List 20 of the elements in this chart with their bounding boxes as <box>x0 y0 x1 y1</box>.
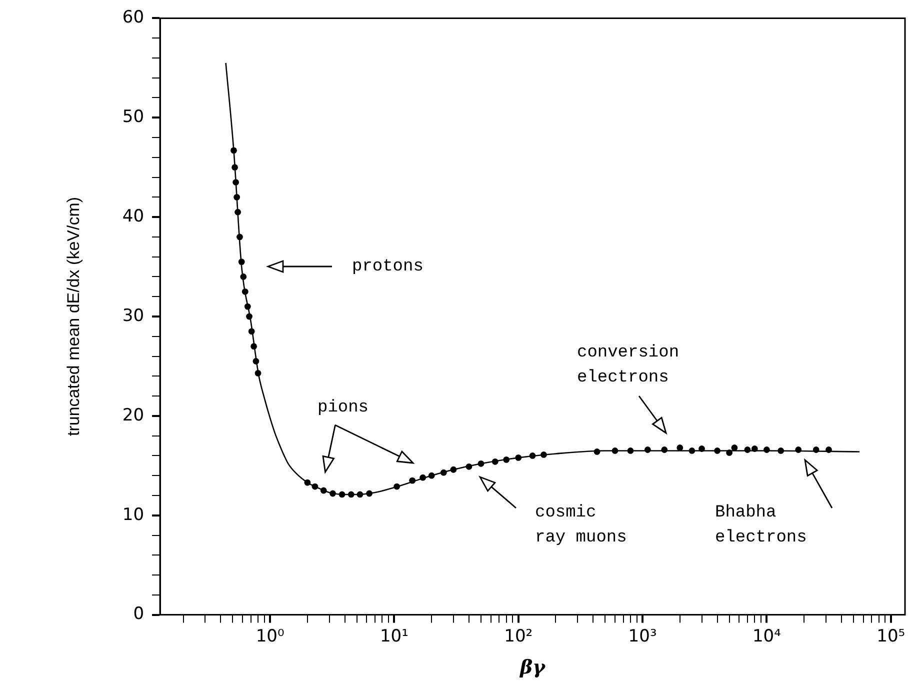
y-tick-label: 50 <box>122 107 144 128</box>
y-axis-title: truncated mean dE/dx (keV/cm) <box>64 196 83 436</box>
annotation: protons <box>352 258 424 276</box>
x-tick-label: 10⁴ <box>752 626 782 646</box>
y-tick-label: 40 <box>122 206 144 226</box>
x-tick-label: 10³ <box>628 626 657 646</box>
x-axis-title: βγ <box>518 656 547 679</box>
x-tick-label: 10⁰ <box>256 626 284 646</box>
annotation: pions <box>317 398 369 418</box>
y-tick-label: 10 <box>122 504 144 525</box>
x-tick-label: 10² <box>504 626 533 646</box>
y-tick-label: 0 <box>133 604 144 624</box>
y-tick-label: 20 <box>122 405 144 426</box>
x-tick-label: 10⁵ <box>876 626 906 646</box>
annotation: conversion electrons <box>577 344 680 388</box>
annotation: cosmic ray muons <box>535 504 627 548</box>
y-tick-label: 30 <box>122 306 144 326</box>
annotation: Bhabha electrons <box>715 504 807 548</box>
y-tick-label: 60 <box>122 8 144 28</box>
x-tick-label: 10¹ <box>380 626 408 646</box>
